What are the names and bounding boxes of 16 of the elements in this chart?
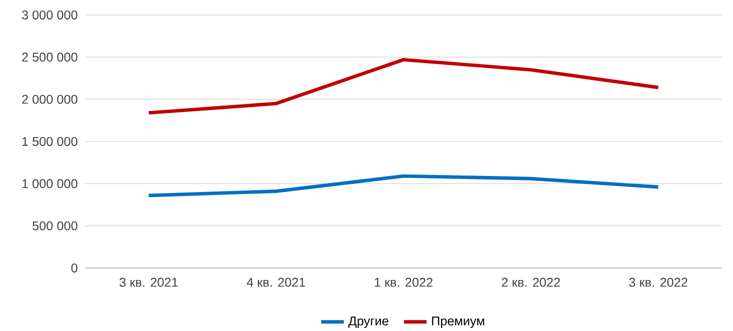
y-tick-label: 500 000 xyxy=(32,221,78,230)
y-tick-label: 2 500 000 xyxy=(22,52,78,62)
y-tick-label: 1 500 000 xyxy=(22,137,78,146)
y-tick-label: 2 000 000 xyxy=(22,94,78,104)
y-tick-label: 3 000 000 xyxy=(22,10,78,20)
x-tick-label: 3 кв. 2022 xyxy=(629,278,688,287)
x-tick-label: 1 кв. 2022 xyxy=(374,278,432,287)
line-series xyxy=(146,58,660,115)
line-series xyxy=(146,174,660,198)
y-tick-label: 0 xyxy=(71,264,78,272)
x-tick-label: 2 кв. 2022 xyxy=(502,278,560,287)
legend-label: Другие xyxy=(348,316,388,328)
y-tick-label: 1 000 000 xyxy=(22,179,78,188)
x-tick-label: 3 кв. 2021 xyxy=(120,278,178,287)
legend-label: Премиум xyxy=(432,316,484,328)
x-tick-label: 4 кв. 2021 xyxy=(246,278,306,287)
